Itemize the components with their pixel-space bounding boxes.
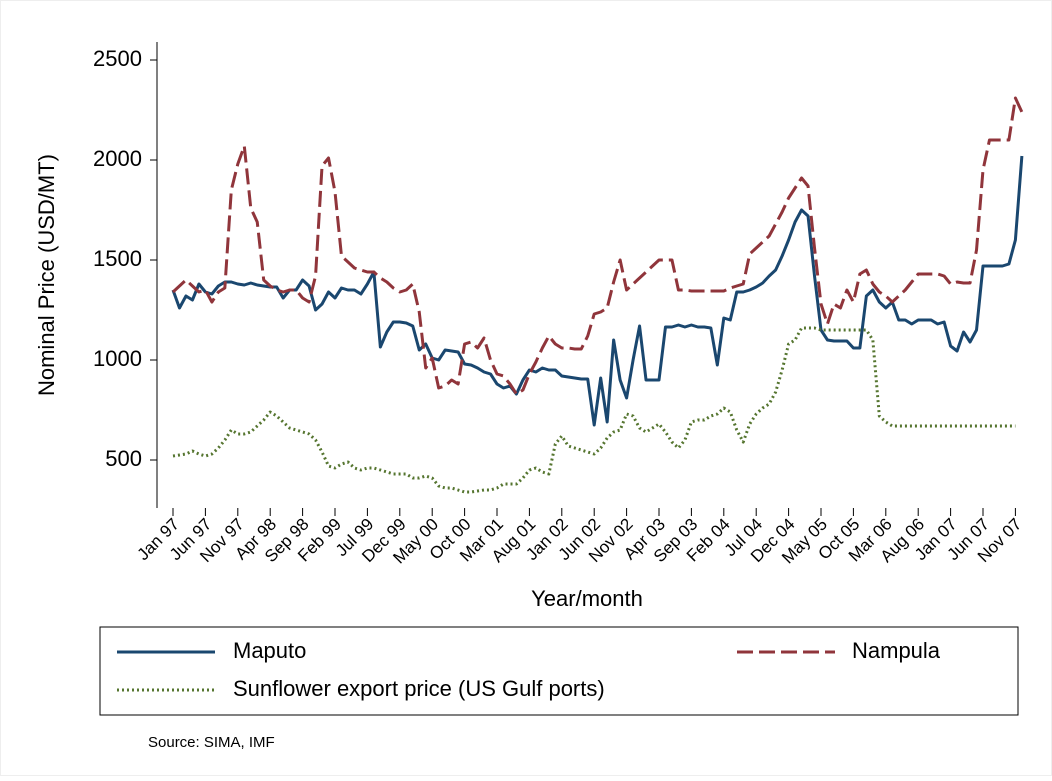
y-tick-label: 2000 [93, 146, 142, 171]
y-tick-label: 500 [105, 446, 142, 471]
y-tick-label: 2500 [93, 46, 142, 71]
source-note: Source: SIMA, IMF [148, 734, 275, 751]
legend-label: Nampula [852, 638, 941, 663]
x-axis-label: Year/month [531, 586, 643, 611]
y-axis-label: Nominal Price (USD/MT) [34, 154, 59, 396]
y-tick-label: 1000 [93, 346, 142, 371]
series-line [172, 326, 1016, 494]
series-line [171, 155, 1024, 427]
legend-box [99, 626, 1019, 716]
series-line [171, 96, 1024, 396]
legend-label: Maputo [233, 638, 306, 663]
y-tick-label: 1500 [93, 246, 142, 271]
legend-label: Sunflower export price (US Gulf ports) [233, 676, 605, 701]
